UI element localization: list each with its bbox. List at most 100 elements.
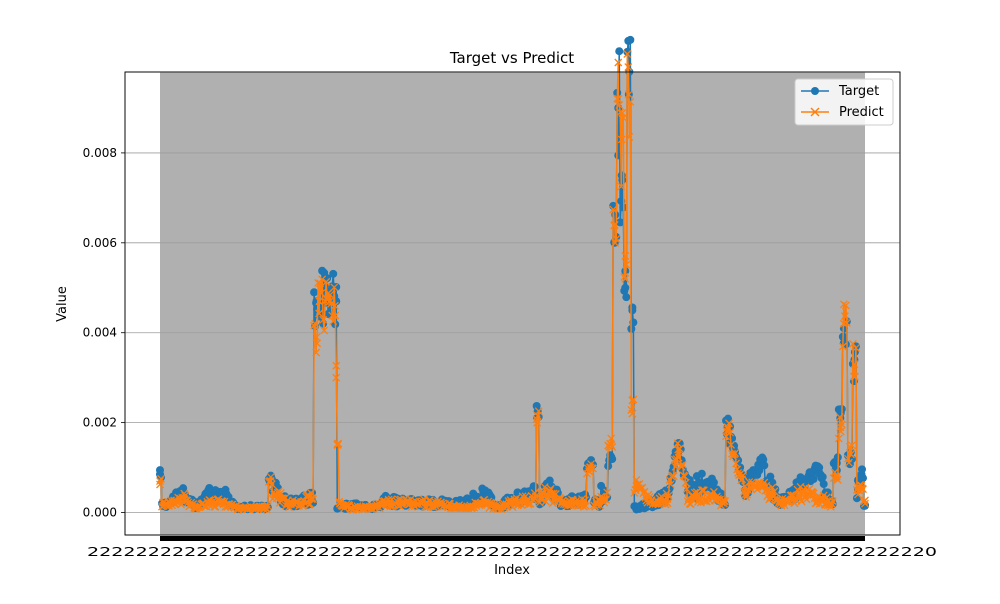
legend: Target Predict (794, 78, 894, 126)
predict-point (549, 489, 558, 498)
legend-target-label: Target (838, 84, 879, 99)
predict-point (332, 373, 341, 382)
predict-point (534, 407, 543, 416)
predict-point (727, 440, 736, 449)
predict-point (329, 317, 338, 326)
predict-point (610, 220, 619, 229)
target-point (628, 306, 637, 315)
target-point (815, 463, 824, 472)
predict-point (841, 301, 850, 310)
predict-point (616, 108, 625, 117)
predict-point (312, 348, 321, 357)
predict-point (619, 113, 628, 122)
predict-point (789, 491, 798, 500)
target-point (709, 478, 718, 487)
target-point (530, 482, 539, 491)
x-axis-label: Index (494, 563, 530, 578)
predict-point (315, 309, 324, 318)
target-point (545, 476, 554, 485)
x-tick-labels-overlap: 2222222222222222222222222222222222222222… (87, 545, 937, 559)
y-tick-label: 0.004 (83, 326, 117, 340)
predict-point (609, 205, 618, 214)
target-point (818, 472, 827, 481)
predict-point (624, 90, 633, 99)
predict-point (842, 318, 851, 327)
predict-point (731, 449, 740, 458)
predict-point (617, 135, 626, 144)
predict-point (210, 502, 219, 511)
target-point (850, 355, 859, 364)
target-point (697, 469, 706, 478)
predict-point (859, 485, 867, 494)
target-point (623, 47, 632, 56)
predict-point (753, 485, 762, 494)
predict-point (617, 182, 626, 191)
predict-point (612, 235, 621, 243)
predict-point (602, 495, 611, 504)
target-point (760, 461, 769, 470)
predict-point (327, 299, 336, 308)
predict-point (666, 480, 675, 489)
predict-point (533, 418, 542, 427)
legend-target-marker (811, 87, 819, 95)
predict-point (742, 492, 751, 501)
target-point (768, 478, 777, 487)
predict-point (263, 502, 272, 511)
plot-border (124, 71, 901, 536)
predict-point (531, 492, 540, 501)
predict-point (313, 339, 322, 348)
predict-point (181, 491, 190, 500)
y-axis-label: Value (55, 286, 70, 322)
predict-point (322, 277, 331, 286)
predict-point (615, 100, 624, 109)
predict-point (861, 496, 869, 505)
predict-point (607, 434, 616, 443)
predict-point (678, 460, 687, 469)
predict-point (628, 409, 637, 418)
predict-point (580, 502, 588, 511)
predict-point (844, 458, 853, 467)
predict-point (331, 311, 340, 320)
predict-point (316, 279, 325, 288)
target-point (819, 480, 828, 489)
predict-point (797, 497, 806, 506)
predict-point (834, 434, 843, 443)
predict-point (266, 473, 275, 482)
predict-point (621, 252, 630, 260)
y-axis-ticks: 0.000 0.002 0.004 0.006 0.008 (83, 146, 125, 520)
target-point (310, 288, 319, 297)
predict-point (850, 360, 859, 369)
predict-point (623, 50, 632, 58)
predict-point (739, 471, 748, 480)
target-point (626, 35, 635, 44)
predict-point (861, 499, 869, 508)
predict-point (306, 500, 315, 508)
predict-point (480, 495, 489, 504)
predict-point (596, 501, 605, 510)
predict-point (589, 464, 598, 473)
predict-point (709, 487, 718, 496)
target-point (615, 47, 624, 56)
predict-point (603, 488, 612, 497)
predict-point (319, 315, 328, 324)
predict-point (330, 301, 339, 310)
predict-point (320, 326, 329, 335)
predict-point (622, 260, 631, 269)
predict-point (669, 472, 678, 481)
predict-point (309, 495, 318, 504)
predict-point (673, 439, 682, 448)
predict-point (334, 439, 343, 448)
predict-point (838, 342, 847, 351)
legend-predict-label: Predict (839, 105, 884, 120)
series-layer (156, 35, 869, 514)
predict-point (156, 477, 164, 486)
predict-point (677, 462, 686, 471)
target-point (616, 218, 625, 227)
predict-point (762, 486, 771, 495)
predict-point (300, 496, 308, 505)
predict-point (624, 63, 633, 71)
predict-point (614, 58, 623, 67)
target-point (857, 465, 866, 474)
